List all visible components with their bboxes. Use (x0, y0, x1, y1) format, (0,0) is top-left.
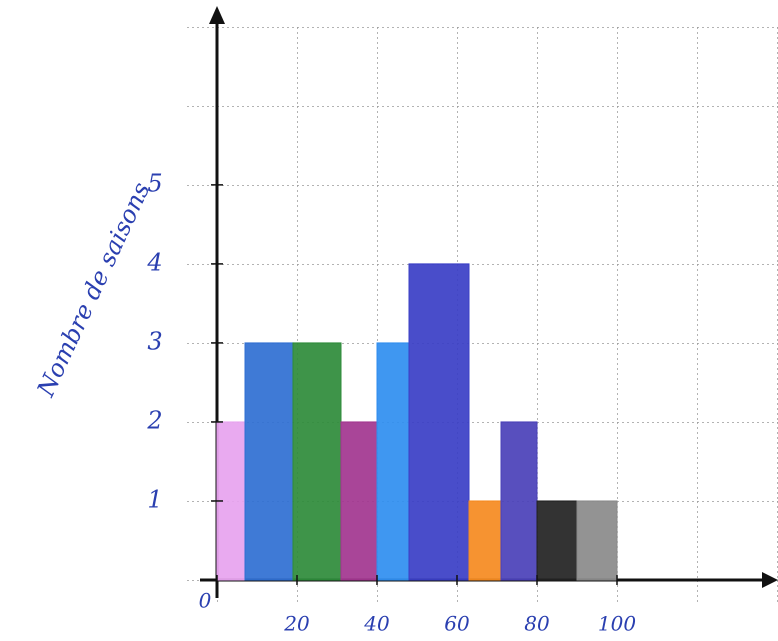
bar (536, 500, 578, 581)
x-arrow (762, 572, 778, 588)
x-tick-label: 100 (598, 612, 636, 636)
bar (468, 500, 502, 581)
bar (408, 263, 470, 581)
bar (244, 342, 294, 581)
y-tick-label: 1 (147, 485, 162, 513)
y-tick-label: 4 (146, 248, 162, 276)
y-tick-label: 5 (147, 169, 162, 197)
x-tick-label: 60 (444, 612, 470, 636)
x-tick-label: 0 (199, 589, 212, 613)
bar (576, 500, 618, 581)
y-axis-label: Nombre de saisons (31, 178, 155, 402)
bar (292, 342, 342, 581)
bar (376, 342, 410, 581)
y-tick-label: 2 (146, 406, 162, 434)
y-tick-label: 3 (147, 327, 162, 355)
y-arrow (209, 6, 225, 24)
x-tick-label: 20 (283, 612, 310, 636)
bar (340, 421, 378, 581)
bar (500, 421, 538, 581)
x-tick-label: 40 (363, 612, 390, 636)
x-tick-label: 80 (524, 612, 550, 636)
